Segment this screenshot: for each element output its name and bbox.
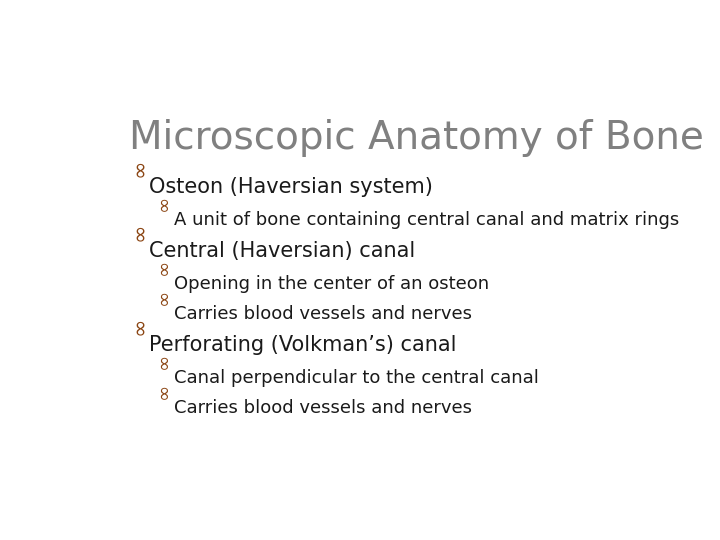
Text: ∞: ∞ bbox=[154, 383, 174, 399]
FancyBboxPatch shape bbox=[79, 57, 660, 489]
Text: Opening in the center of an osteon: Opening in the center of an osteon bbox=[174, 275, 489, 293]
Text: Central (Haversian) canal: Central (Haversian) canal bbox=[148, 241, 415, 261]
Text: ∞: ∞ bbox=[154, 259, 174, 275]
Text: Carries blood vessels and nerves: Carries blood vessels and nerves bbox=[174, 305, 472, 323]
Text: A unit of bone containing central canal and matrix rings: A unit of bone containing central canal … bbox=[174, 211, 679, 229]
Text: ∞: ∞ bbox=[154, 353, 174, 369]
Text: ∞: ∞ bbox=[129, 222, 149, 241]
Text: ∞: ∞ bbox=[154, 195, 174, 211]
Text: Canal perpendicular to the central canal: Canal perpendicular to the central canal bbox=[174, 369, 539, 387]
Text: ∞: ∞ bbox=[154, 289, 174, 305]
Text: Carries blood vessels and nerves: Carries blood vessels and nerves bbox=[174, 399, 472, 417]
Text: Perforating (Volkman’s) canal: Perforating (Volkman’s) canal bbox=[148, 335, 456, 355]
Text: Osteon (Haversian system): Osteon (Haversian system) bbox=[148, 177, 433, 197]
Text: ∞: ∞ bbox=[129, 159, 149, 177]
Text: ∞: ∞ bbox=[129, 316, 149, 335]
Text: Microscopic Anatomy of Bone: Microscopic Anatomy of Bone bbox=[129, 119, 704, 157]
